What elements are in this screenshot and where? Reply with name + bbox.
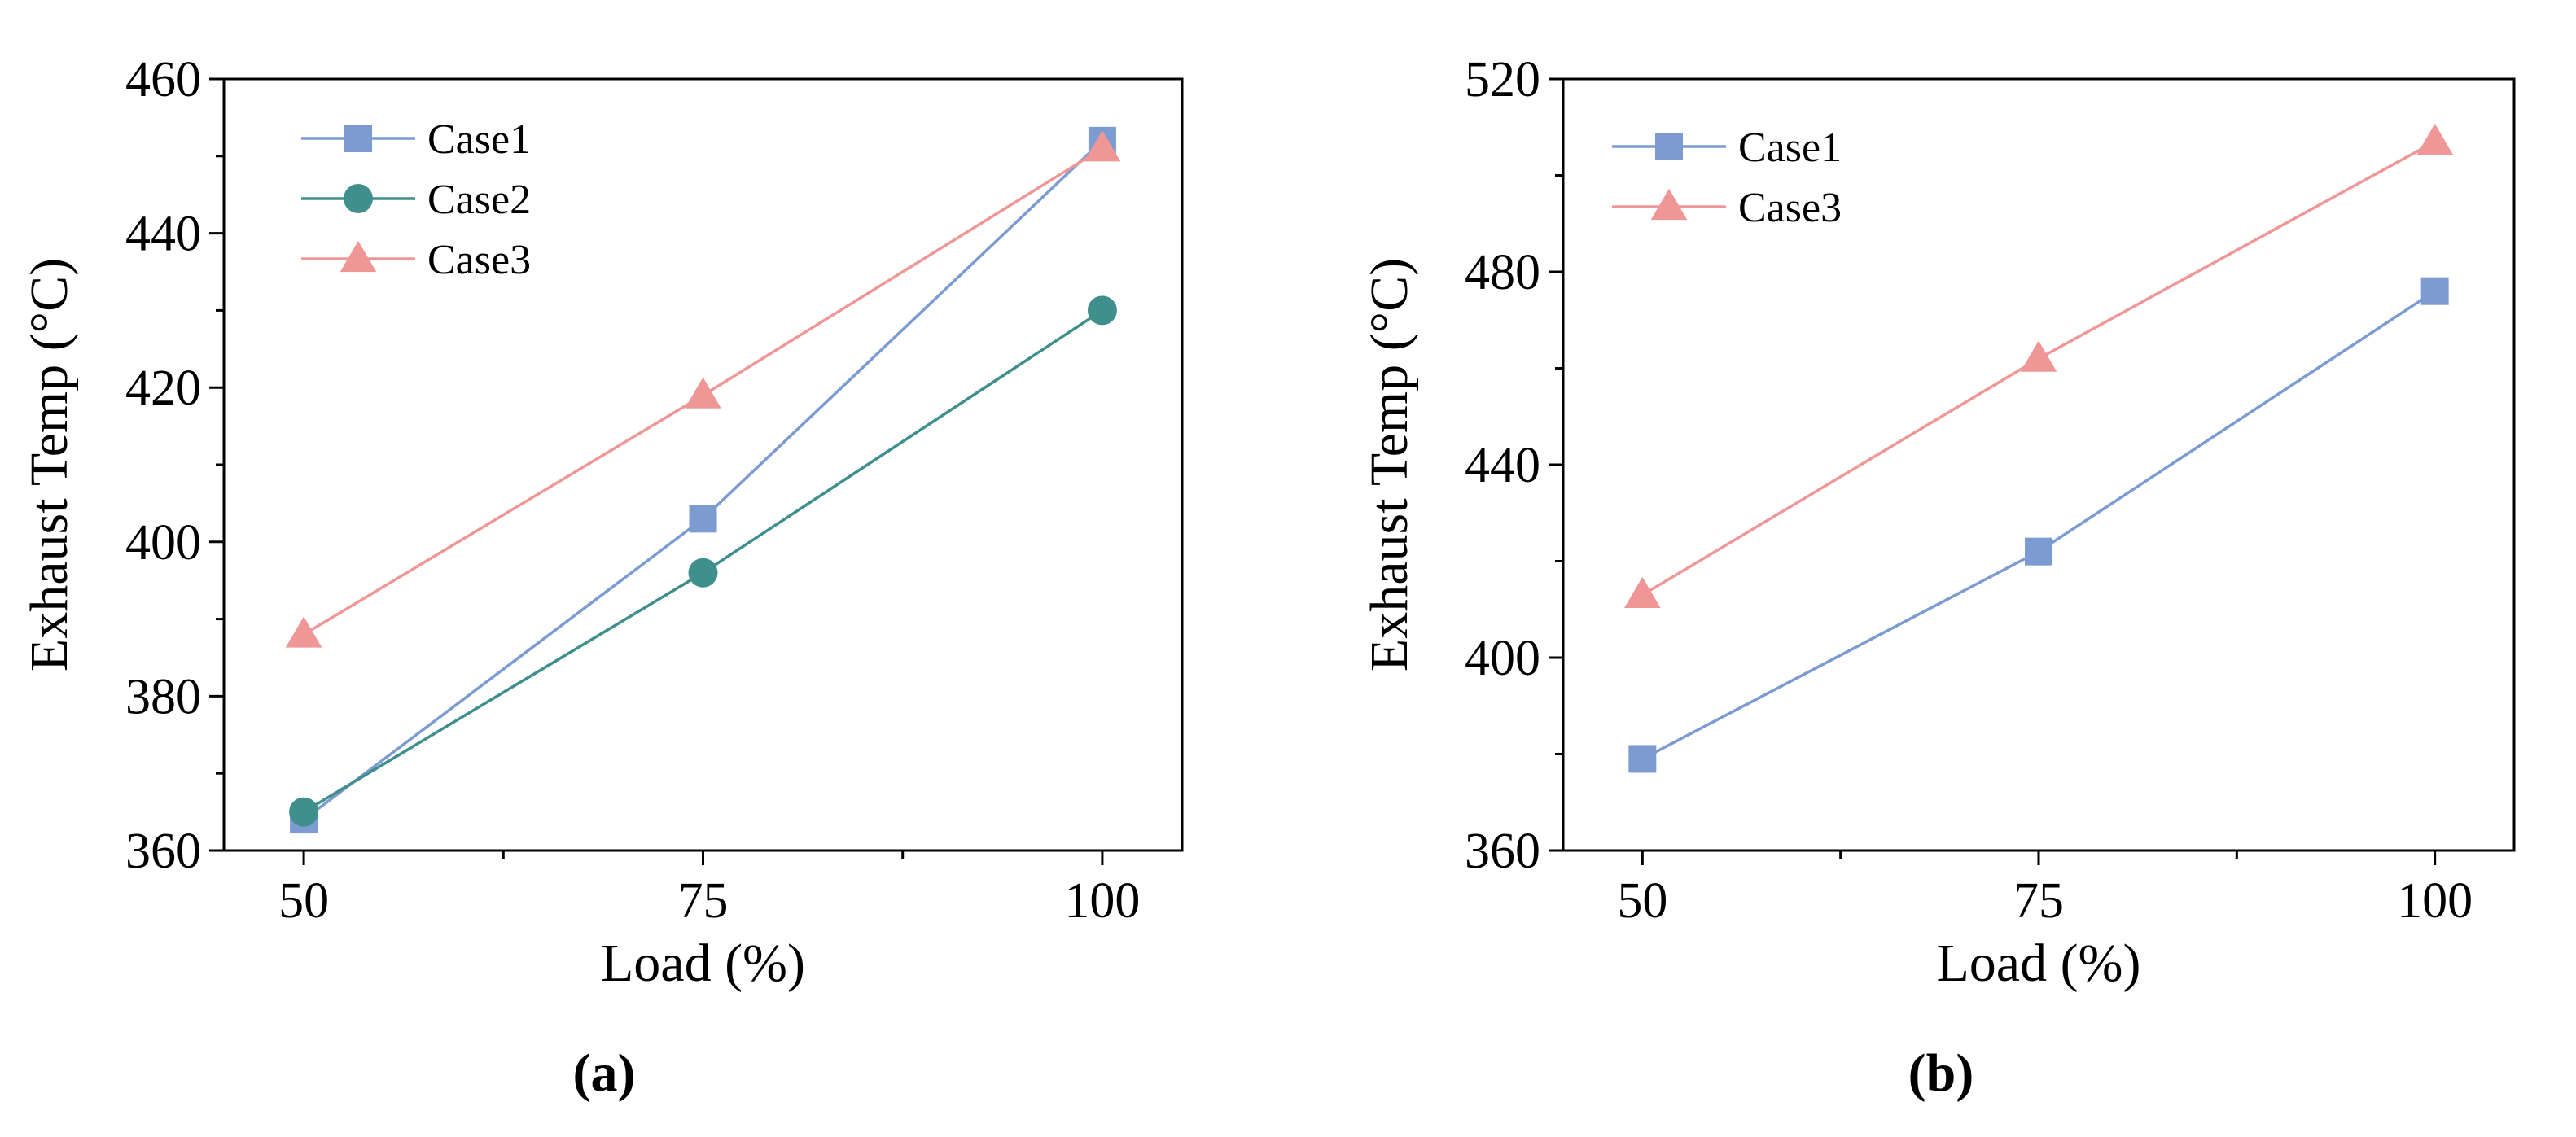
data-point-case3-50 — [1624, 576, 1661, 609]
series-line-case1 — [303, 139, 1104, 821]
plot-frame — [1562, 77, 2516, 852]
legend-label-case2: Case2 — [427, 177, 531, 223]
x-axis-title: Load (%) — [601, 934, 805, 993]
chart-panel-a: 360 380 400 420 440 460 50 75 100 Load (%) Exhaust… — [20, 52, 1184, 1103]
y-tick-label: 380 — [125, 669, 201, 724]
y-tick-label: 440 — [125, 207, 201, 262]
legend-label-case3: Case3 — [1738, 185, 1842, 231]
y-tick-label: 480 — [1465, 245, 1540, 300]
y-axis-title: Exhaust Temp (°C) — [20, 258, 79, 671]
x-tick-label: 100 — [2397, 873, 2473, 929]
y-tick-label: 440 — [1465, 438, 1540, 493]
x-tick-label: 75 — [2013, 873, 2064, 929]
panel-label: (b) — [1908, 1043, 1974, 1103]
data-point-case3-75 — [685, 377, 721, 409]
data-point-case1-50 — [1628, 745, 1657, 773]
y-tick-label: 420 — [125, 361, 201, 416]
data-point-case3-100 — [1084, 130, 1121, 162]
x-tick-label: 75 — [678, 873, 729, 929]
x-axis-title: Load (%) — [1936, 934, 2140, 993]
data-point-case2-50 — [289, 797, 319, 827]
legend-marker-case1 — [344, 125, 372, 152]
y-axis-title: Exhaust Temp (°C) — [1360, 258, 1419, 671]
data-point-case3-50 — [285, 616, 322, 648]
data-point-case1-100 — [2420, 277, 2449, 305]
y-tick-label: 360 — [1465, 824, 1540, 879]
x-tick-label: 100 — [1064, 873, 1140, 929]
panel-label: (a) — [573, 1043, 636, 1103]
data-point-case3-75 — [2020, 340, 2057, 372]
legend-marker-case1 — [1655, 133, 1683, 160]
data-point-case2-100 — [1087, 295, 1117, 326]
x-tick-label: 50 — [278, 873, 329, 929]
legend-label-case1: Case1 — [1738, 125, 1842, 171]
data-point-case1-75 — [2025, 537, 2052, 566]
chart-panel-b: 360 400 440 480 520 50 75 100 Load (%) Exhaust Te… — [1360, 52, 2516, 1103]
y-tick-label: 460 — [125, 52, 201, 107]
y-tick-label: 400 — [125, 515, 201, 571]
data-point-case2-75 — [688, 558, 718, 588]
y-tick-label: 520 — [1465, 52, 1540, 107]
legend-marker-case3 — [340, 240, 377, 273]
x-tick-label: 50 — [1617, 873, 1667, 929]
data-point-case3-100 — [2416, 123, 2453, 155]
y-tick-label: 360 — [125, 824, 201, 879]
legend-label-case1: Case1 — [427, 116, 531, 163]
legend-marker-case3 — [1650, 188, 1688, 221]
y-tick-label: 400 — [1465, 631, 1540, 686]
legend-marker-case2 — [344, 184, 373, 213]
legend-label-case3: Case3 — [427, 237, 531, 283]
data-point-case1-75 — [689, 505, 717, 533]
